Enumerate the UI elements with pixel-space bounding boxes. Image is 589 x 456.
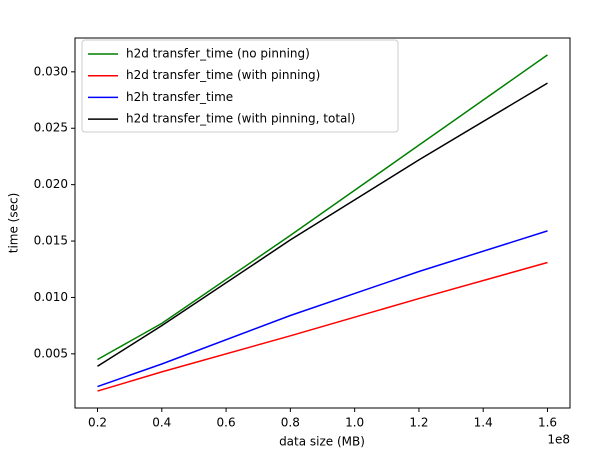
y-tick-label: 0.010 bbox=[34, 290, 68, 304]
y-tick-label: 0.020 bbox=[34, 177, 68, 191]
x-tick-label: 1.2 bbox=[409, 416, 428, 430]
y-tick-label: 0.015 bbox=[34, 234, 68, 248]
legend-label: h2d transfer_time (with pinning) bbox=[126, 68, 320, 82]
x-tick-label: 0.8 bbox=[281, 416, 300, 430]
x-tick-label: 0.6 bbox=[217, 416, 236, 430]
series-line bbox=[97, 54, 548, 361]
x-tick-label: 0.2 bbox=[88, 416, 107, 430]
series-line bbox=[97, 82, 548, 367]
x-tick-label: 1.6 bbox=[538, 416, 557, 430]
legend-label: h2h transfer_time bbox=[126, 90, 233, 104]
y-tick-label: 0.025 bbox=[34, 121, 68, 135]
series-line bbox=[97, 230, 548, 388]
y-axis-label: time (sec) bbox=[7, 193, 21, 254]
series-line bbox=[97, 261, 548, 392]
y-tick-label: 0.005 bbox=[34, 346, 68, 360]
legend-box bbox=[81, 39, 399, 133]
x-tick-label: 1.4 bbox=[474, 416, 493, 430]
x-tick-label: 1.0 bbox=[345, 416, 364, 430]
x-axis-label: data size (MB) bbox=[279, 435, 365, 449]
x-offset-text: 1e8 bbox=[547, 433, 570, 447]
y-tick-label: 0.030 bbox=[34, 64, 68, 78]
plot-frame bbox=[74, 37, 571, 409]
legend-label: h2d transfer_time (no pinning) bbox=[126, 47, 310, 61]
x-tick-label: 0.4 bbox=[152, 416, 171, 430]
legend-label: h2d transfer_time (with pinning, total) bbox=[126, 112, 355, 126]
